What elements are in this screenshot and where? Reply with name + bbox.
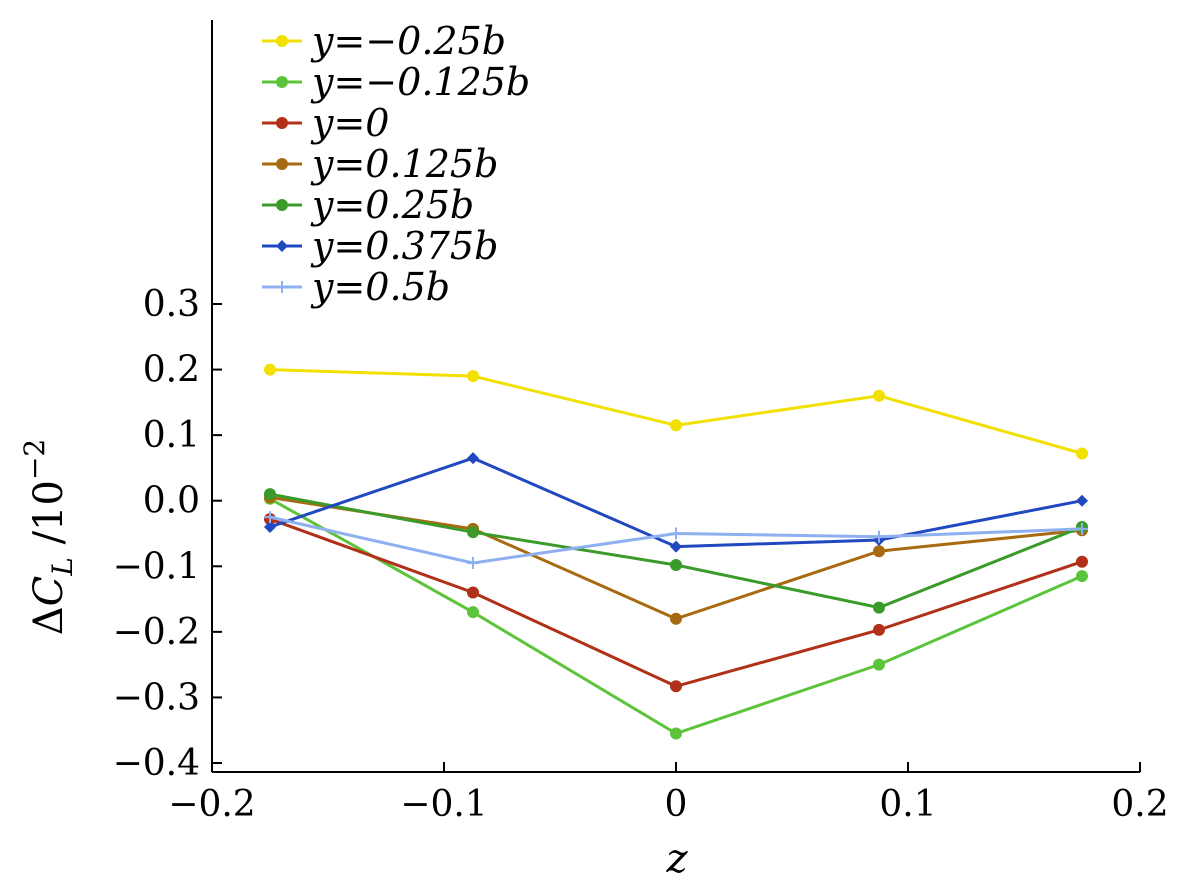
x-tick-label: 0.2: [1111, 784, 1168, 825]
y-tick-label: −0.4: [113, 743, 200, 784]
data-point: [873, 530, 885, 543]
data-point: [467, 370, 479, 383]
legend-label: y=−0.125b: [310, 60, 530, 104]
x-tick-label: 0.1: [879, 784, 936, 825]
y-label-delta: Δ: [26, 606, 72, 635]
data-point: [670, 727, 682, 740]
data-point: [873, 389, 885, 402]
y-axis-label: ΔCL /10−2: [18, 439, 79, 635]
legend-marker: [276, 35, 288, 47]
legend-label: y=0.5b: [310, 265, 450, 309]
legend-label: y=−0.25b: [310, 19, 506, 63]
data-point: [670, 540, 682, 553]
data-point: [670, 612, 682, 625]
data-point: [467, 586, 479, 599]
x-axis-ticks: −0.2 −0.1 0 0.1 0.2: [168, 762, 1169, 825]
data-point: [467, 526, 479, 539]
legend-item: y=0.5b: [262, 265, 450, 309]
y-tick-label: −0.2: [113, 612, 200, 653]
y-label-c: C: [26, 576, 72, 607]
x-axis-label: z: [665, 836, 688, 882]
data-point: [264, 488, 276, 501]
y-label-tail: /10: [26, 480, 72, 557]
data-point: [873, 601, 885, 614]
y-tick-label: 0.1: [143, 415, 200, 456]
data-point: [1076, 555, 1088, 568]
legend-item: y=0: [262, 101, 389, 145]
y-axis-ticks: 0.3 0.2 0.1 0.0 −0.1 −0.2 −0.3 −0.4: [113, 284, 222, 784]
y-tick-label: −0.1: [113, 546, 200, 587]
legend-marker: [276, 199, 288, 211]
legend-item: y=0.375b: [262, 224, 498, 268]
data-point: [1076, 447, 1088, 460]
x-tick-label: −0.1: [400, 784, 487, 825]
data-point: [670, 419, 682, 432]
data-point: [264, 363, 276, 376]
data-point: [670, 558, 682, 571]
data-point: [1076, 570, 1088, 583]
data-point: [670, 527, 682, 540]
data-point: [1076, 494, 1088, 507]
x-tick-label: 0: [665, 784, 688, 825]
data-point: [467, 452, 479, 465]
data-point: [1076, 522, 1088, 535]
y-tick-label: −0.3: [113, 677, 200, 718]
series-6: [264, 452, 1088, 553]
data-point: [873, 623, 885, 636]
y-tick-label: 0.0: [143, 481, 200, 522]
data-point: [467, 606, 479, 619]
data-point: [264, 511, 276, 524]
legend-marker: [276, 76, 288, 88]
y-label-sub: L: [46, 557, 79, 577]
data-point: [670, 680, 682, 693]
data-point: [873, 545, 885, 558]
series-3: [264, 513, 1088, 693]
plot-area: [264, 363, 1088, 740]
series-7: [264, 511, 1088, 570]
x-tick-label: −0.2: [168, 784, 255, 825]
series-line: [269, 368, 1083, 455]
legend-marker: [276, 158, 288, 170]
legend-label: y=0.25b: [310, 183, 474, 227]
legend-marker: [276, 117, 288, 129]
legend-item: y=−0.125b: [262, 60, 530, 104]
series-1: [264, 363, 1088, 460]
legend-item: y=−0.25b: [262, 19, 506, 63]
legend-label: y=0.375b: [310, 224, 498, 268]
y-label-exp: −2: [18, 439, 51, 480]
data-point: [467, 557, 479, 570]
legend-marker: [276, 240, 288, 252]
svg-text:ΔCL /10−2: ΔCL /10−2: [18, 439, 79, 635]
y-tick-label: 0.2: [143, 350, 200, 391]
y-tick-label: 0.3: [143, 284, 200, 325]
data-point: [873, 658, 885, 671]
legend-label: y=0.125b: [310, 142, 498, 186]
legend-marker: [276, 281, 288, 293]
legend: y=−0.25by=−0.125by=0y=0.125by=0.25by=0.3…: [262, 19, 530, 309]
data-point: [264, 520, 276, 533]
legend-label: y=0: [310, 101, 389, 145]
series-4: [264, 491, 1088, 625]
legend-item: y=0.125b: [262, 142, 498, 186]
legend-item: y=0.25b: [262, 183, 474, 227]
